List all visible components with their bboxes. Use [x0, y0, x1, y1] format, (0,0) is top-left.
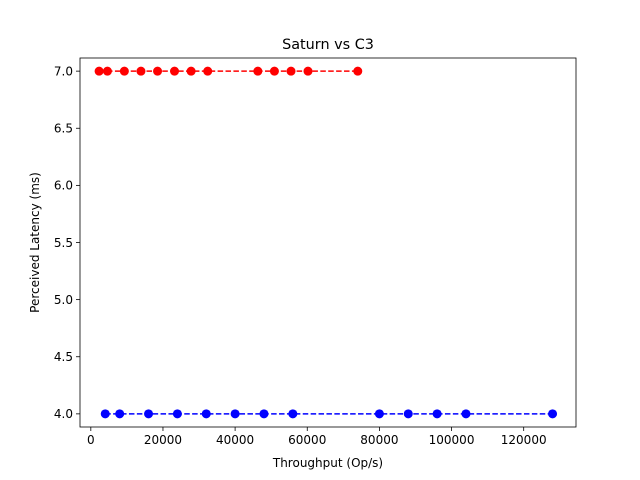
data-point [201, 409, 211, 419]
series-0 [94, 66, 363, 76]
x-tick-label: 40000 [216, 433, 254, 447]
data-point [253, 66, 263, 76]
data-point [115, 409, 125, 419]
data-point [119, 66, 129, 76]
data-point [100, 409, 110, 419]
data-point [203, 66, 213, 76]
plot-area [79, 57, 577, 428]
series-1 [100, 409, 558, 419]
data-point [403, 409, 413, 419]
x-tick-label: 20000 [144, 433, 182, 447]
x-tick-label: 60000 [288, 433, 326, 447]
data-point [269, 66, 279, 76]
y-tick-label: 6.0 [54, 179, 73, 193]
data-point [94, 66, 104, 76]
data-point [461, 409, 471, 419]
data-point [303, 66, 313, 76]
data-point [172, 409, 182, 419]
series-layer [94, 66, 558, 419]
y-tick-label: 6.5 [54, 122, 73, 136]
data-point [288, 409, 298, 419]
data-point [170, 66, 180, 76]
data-point [432, 409, 442, 419]
data-point [230, 409, 240, 419]
data-point [286, 66, 296, 76]
y-tick-label: 4.0 [54, 407, 73, 421]
data-point [548, 409, 558, 419]
data-point [102, 66, 112, 76]
data-point [259, 409, 269, 419]
chart-title: Saturn vs C3 [282, 37, 374, 53]
y-tick-label: 5.5 [54, 236, 73, 250]
y-axis-label: Perceived Latency (ms) [28, 172, 42, 313]
data-point [153, 66, 163, 76]
y-axis: 4.0 4.5 5.0 5.5 6.0 6.5 7.0 [54, 64, 80, 421]
x-axis-label: Throughput (Op/s) [272, 456, 383, 470]
data-point [374, 409, 384, 419]
data-point [136, 66, 146, 76]
data-point [186, 66, 196, 76]
y-tick-label: 4.5 [54, 350, 73, 364]
x-tick-label: 80000 [360, 433, 398, 447]
y-tick-label: 7.0 [54, 64, 73, 78]
x-axis: 0 20000 40000 60000 80000 100000 120000 [87, 427, 547, 447]
x-tick-label: 100000 [429, 433, 475, 447]
y-tick-label: 5.0 [54, 293, 73, 307]
data-point [353, 66, 363, 76]
x-tick-label: 0 [87, 433, 95, 447]
data-point [144, 409, 154, 419]
x-tick-label: 120000 [501, 433, 547, 447]
